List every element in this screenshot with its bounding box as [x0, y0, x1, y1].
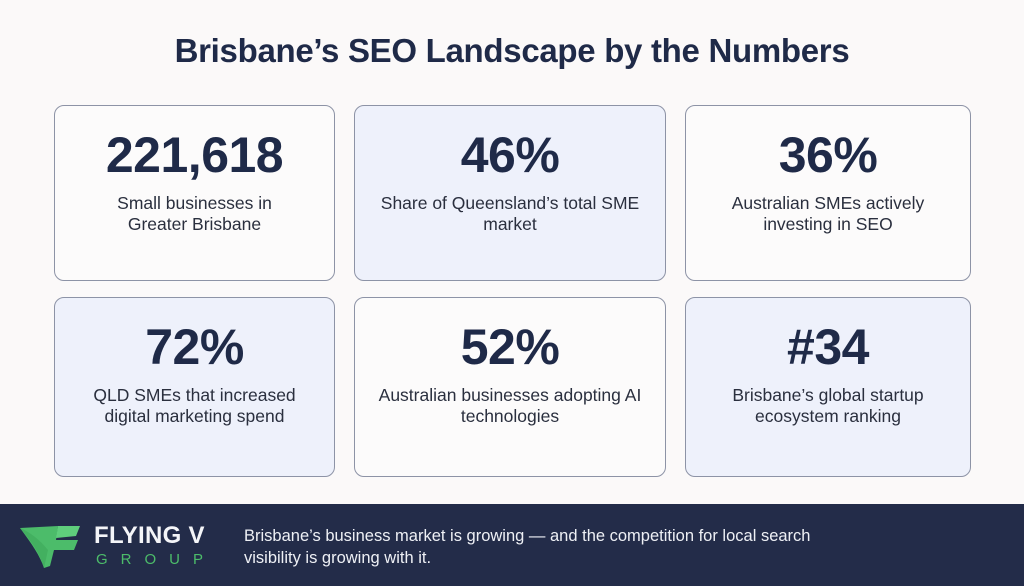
stat-card-seo-investment: 36% Australian SMEs actively investing i…: [685, 105, 971, 281]
stat-value: 221,618: [105, 127, 284, 183]
footer-tagline: Brisbane’s business market is growing — …: [244, 527, 811, 567]
stat-value: 36%: [778, 127, 878, 183]
stat-label: QLD SMEs that increased digital marketin…: [93, 385, 296, 426]
stat-value: 52%: [460, 319, 560, 375]
stat-card-small-businesses: 221,618 Small businesses in Greater Bris…: [54, 105, 335, 281]
logo-name: FLYING V: [94, 522, 205, 549]
footer-banner: FLYING V GROUP Brisbane’s business marke…: [0, 504, 1024, 586]
stat-value: 46%: [460, 127, 560, 183]
stat-card-qld-sme-share: 46% Share of Queensland’s total SME mark…: [354, 105, 666, 281]
logo-subtitle: GROUP: [96, 551, 217, 568]
page-title: Brisbane’s SEO Landscape by the Numbers: [174, 32, 850, 69]
stat-card-ai-adoption: 52% Australian businesses adopting AI te…: [354, 297, 666, 477]
stat-label: Australian SMEs actively investing in SE…: [731, 193, 925, 234]
flying-v-logo-icon: [20, 526, 80, 568]
stat-value: 72%: [145, 319, 244, 375]
stat-card-startup-ranking: #34 Brisbane’s global startup ecosystem …: [685, 297, 971, 477]
stat-card-digital-spend: 72% QLD SMEs that increased digital mark…: [54, 297, 335, 477]
stat-label: Australian businesses adopting AI techno…: [378, 385, 642, 426]
stat-label: Brisbane’s global startup ecosystem rank…: [732, 385, 924, 426]
stat-value: #34: [787, 319, 869, 375]
stat-label: Small businesses in Greater Brisbane: [117, 193, 272, 234]
flying-v-group-logo: FLYING V GROUP: [18, 518, 233, 572]
stat-label: Share of Queensland’s total SME market: [380, 193, 640, 234]
